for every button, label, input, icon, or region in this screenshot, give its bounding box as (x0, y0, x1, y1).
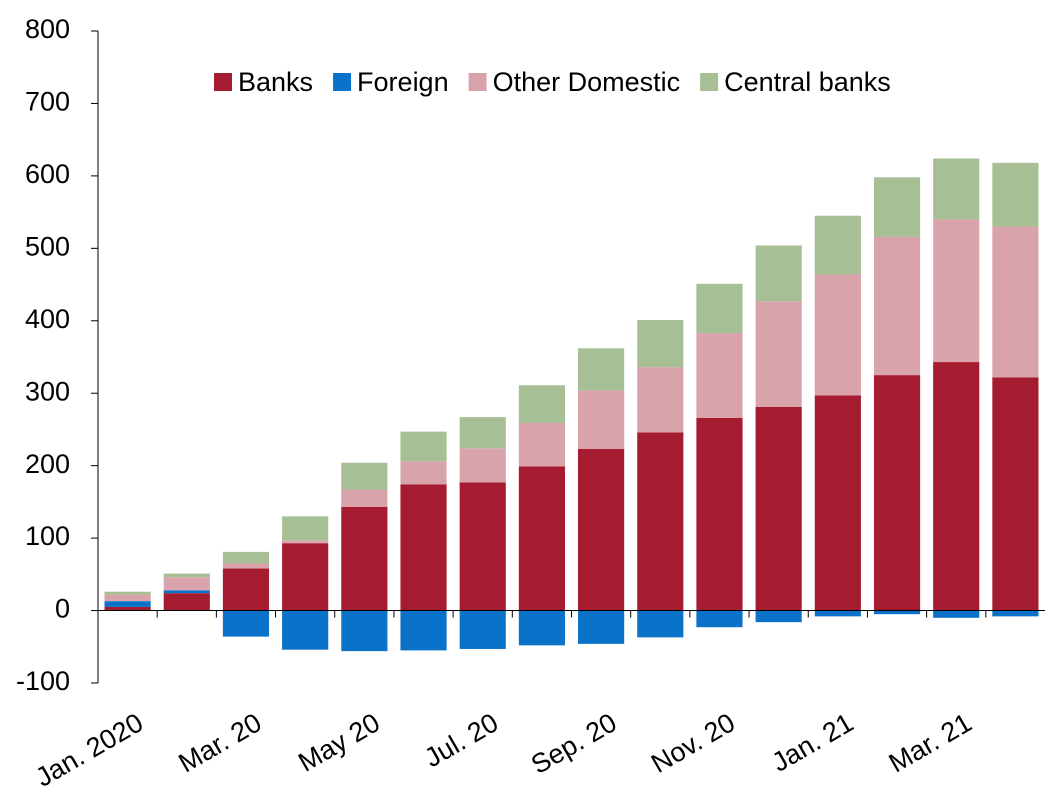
bar-segment (696, 417, 743, 611)
bar-segment (578, 390, 625, 450)
bar-segment (933, 158, 980, 220)
y-tick-label: 700 (25, 87, 70, 117)
bar-segment (637, 610, 684, 638)
bar-segment (282, 610, 329, 650)
legend-swatch (700, 73, 719, 91)
bar-segment (341, 462, 388, 490)
bar-segment (637, 367, 684, 433)
y-tick-label: 800 (25, 14, 70, 44)
x-tick-label: Jul. 20 (419, 707, 503, 773)
bar-segment (637, 320, 684, 368)
bar-segment (933, 219, 980, 363)
bar-segment (282, 516, 329, 541)
bar-segment (992, 610, 1039, 617)
bar-segment (163, 577, 210, 591)
bar-segment (163, 590, 210, 594)
bar-segment (459, 448, 506, 483)
legend-label: Other Domestic (493, 67, 681, 97)
bar-segment (518, 385, 565, 423)
bar-segment (814, 610, 861, 617)
bar-segment (755, 301, 802, 407)
bar-segment (400, 461, 447, 485)
bar-segment (222, 563, 270, 569)
bar-segment (104, 601, 151, 607)
bar-segment (400, 431, 447, 462)
x-tick-label: Jan. 2020 (30, 707, 148, 792)
x-tick-label: May 20 (293, 707, 385, 777)
bar-segment (282, 543, 329, 611)
bar-segment (578, 610, 625, 644)
bar-segment (755, 406, 802, 611)
bar-segment (518, 610, 565, 646)
legend-label: Foreign (357, 67, 449, 97)
y-tick-label: 100 (25, 521, 70, 551)
bar-segment (341, 610, 388, 652)
bar-segment (696, 283, 743, 334)
x-tick-label: Jan. 21 (767, 707, 859, 777)
bar-segment (755, 245, 802, 302)
bar-segment (104, 591, 151, 595)
y-tick-label: 0 (55, 594, 70, 624)
bar-segment (814, 395, 861, 611)
y-tick-label: 300 (25, 376, 70, 406)
bar-segment (873, 610, 921, 615)
bar-segment (459, 482, 506, 611)
bar-segment (104, 606, 151, 611)
y-tick-label: 400 (25, 304, 70, 334)
bar-segment (933, 362, 980, 611)
bar-segment (400, 610, 447, 651)
legend-label: Banks (238, 67, 313, 97)
bar-segment (163, 593, 210, 611)
bar-segment (873, 236, 921, 376)
x-tick-label: Nov. 20 (646, 707, 740, 779)
bar-segment (459, 610, 506, 649)
bar-segment (578, 348, 625, 391)
legend-label: Central banks (724, 67, 891, 97)
x-tick-label: Mar. 21 (884, 707, 977, 778)
bar-segment (637, 432, 684, 611)
bar-segment (341, 506, 388, 611)
bar-segment (163, 573, 210, 578)
bar-segment (814, 215, 861, 275)
bar-segment (696, 333, 743, 418)
bar-segment (282, 540, 329, 544)
bar-segment (222, 610, 270, 637)
x-tick-label: Mar. 20 (174, 707, 267, 778)
bar-segment (222, 551, 270, 564)
bar-segment (459, 417, 506, 449)
y-tick-label: 500 (25, 231, 70, 261)
bar-segment (873, 375, 921, 611)
bar-segment (992, 162, 1039, 227)
y-tick-label: -100 (16, 666, 70, 696)
bar-segment (814, 274, 861, 396)
bar-segment (518, 422, 565, 467)
bar-segment (222, 568, 270, 611)
bar-segment (578, 449, 625, 611)
bar-segment (400, 484, 447, 611)
y-tick-label: 600 (25, 159, 70, 189)
bar-segment (755, 610, 802, 623)
bar-segment (933, 610, 980, 618)
legend-swatch (214, 73, 232, 91)
legend-swatch (468, 73, 487, 91)
y-tick-label: 200 (25, 449, 70, 479)
bar-segment (992, 226, 1039, 378)
bar-segment (696, 610, 743, 628)
bar-segment (341, 489, 388, 507)
bar-segment (518, 466, 565, 611)
bar-segment (873, 177, 921, 237)
x-tick-label: Sep. 20 (526, 707, 622, 780)
bar-segment (992, 377, 1039, 611)
legend-swatch (333, 73, 352, 91)
bar-segment (104, 594, 151, 602)
